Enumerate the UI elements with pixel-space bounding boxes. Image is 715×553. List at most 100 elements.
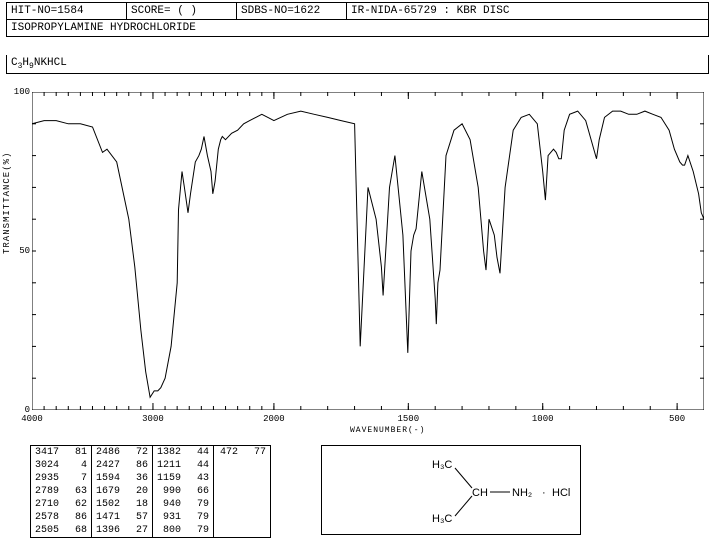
peak-column: 3417813024429357278963271062257886250568 xyxy=(31,446,92,537)
peak-cell: 1679 xyxy=(92,485,124,498)
x-tick: 4000 xyxy=(12,414,52,424)
x-axis-label: WAVENUMBER(-) xyxy=(350,426,425,435)
nh2: NH₂ xyxy=(512,487,532,499)
peak-cell: 990 xyxy=(153,485,185,498)
peak-cell: 44 xyxy=(185,459,213,472)
peak-cell: 1382 xyxy=(153,446,185,459)
table-row: 30244 xyxy=(31,459,91,472)
peak-column: 2486722427861594361679201502181471571396… xyxy=(92,446,153,537)
peak-cell: 472 xyxy=(214,446,242,459)
peak-cell: 43 xyxy=(185,472,213,485)
table-row: 93179 xyxy=(153,511,213,524)
method: IR-NIDA-65729 : KBR DISC xyxy=(347,3,708,19)
peak-cell: 7 xyxy=(63,472,91,485)
table-row: 139627 xyxy=(92,524,152,537)
peak-cell: 20 xyxy=(124,485,152,498)
structure-svg: H₃C H₃C CH NH₂ · HCl xyxy=(322,446,582,536)
table-row: 167920 xyxy=(92,485,152,498)
table-row: 80079 xyxy=(153,524,213,537)
peak-table: 3417813024429357278963271062257886250568… xyxy=(30,445,271,538)
peak-cell: 79 xyxy=(185,511,213,524)
peak-cell: 57 xyxy=(124,511,152,524)
peak-cell: 18 xyxy=(124,498,152,511)
peak-cell: 1211 xyxy=(153,459,185,472)
x-tick: 1000 xyxy=(523,414,563,424)
peak-cell: 79 xyxy=(185,498,213,511)
peak-cell: 77 xyxy=(242,446,270,459)
peak-cell: 2578 xyxy=(31,511,63,524)
table-row: 47277 xyxy=(214,446,270,459)
score: SCORE= ( ) xyxy=(127,3,237,19)
table-row: 147157 xyxy=(92,511,152,524)
table-row: 257886 xyxy=(31,511,91,524)
x-tick: 3000 xyxy=(133,414,173,424)
h3c-bot: H₃C xyxy=(432,513,452,525)
table-row: 121144 xyxy=(153,459,213,472)
peak-cell: 2935 xyxy=(31,472,63,485)
dot: · xyxy=(542,487,546,499)
table-row: 271062 xyxy=(31,498,91,511)
molecular-formula: C3H9NKHCL xyxy=(6,55,709,74)
peak-cell: 2427 xyxy=(92,459,124,472)
table-row: 138244 xyxy=(153,446,213,459)
table-row: 150218 xyxy=(92,498,152,511)
peak-cell: 79 xyxy=(185,524,213,537)
y-axis-label: TRANSMITTANCE(%) xyxy=(2,152,12,254)
table-row: 341781 xyxy=(31,446,91,459)
bond xyxy=(455,496,472,516)
hcl: HCl xyxy=(552,487,570,499)
plot-svg xyxy=(32,92,704,410)
peak-cell: 940 xyxy=(153,498,185,511)
peak-cell: 36 xyxy=(124,472,152,485)
peak-cell: 1502 xyxy=(92,498,124,511)
peak-cell: 68 xyxy=(63,524,91,537)
x-tick: 2000 xyxy=(254,414,294,424)
ch: CH xyxy=(472,487,488,499)
table-row: 94079 xyxy=(153,498,213,511)
table-row: 29357 xyxy=(31,472,91,485)
peak-cell: 931 xyxy=(153,511,185,524)
peak-cell: 62 xyxy=(63,498,91,511)
table-row: 250568 xyxy=(31,524,91,537)
table-row: 278963 xyxy=(31,485,91,498)
peak-cell: 1396 xyxy=(92,524,124,537)
sdbs-no: SDBS-NO=1622 xyxy=(237,3,347,19)
f-c: C xyxy=(11,57,18,69)
peak-cell: 81 xyxy=(63,446,91,459)
bond xyxy=(455,468,472,488)
peak-cell: 800 xyxy=(153,524,185,537)
peak-cell: 86 xyxy=(63,511,91,524)
hit-no: HIT-NO=1584 xyxy=(7,3,127,19)
peak-cell: 63 xyxy=(63,485,91,498)
peak-cell: 2789 xyxy=(31,485,63,498)
peak-cell: 2486 xyxy=(92,446,124,459)
table-row: 242786 xyxy=(92,459,152,472)
table-row: 159436 xyxy=(92,472,152,485)
peak-cell: 72 xyxy=(124,446,152,459)
table-row: 115943 xyxy=(153,472,213,485)
f-rest: NKHCL xyxy=(34,57,67,69)
peak-cell: 27 xyxy=(124,524,152,537)
y-tick: 50 xyxy=(0,246,30,256)
peak-cell: 2505 xyxy=(31,524,63,537)
peak-cell: 44 xyxy=(185,446,213,459)
chemical-structure: H₃C H₃C CH NH₂ · HCl xyxy=(321,445,581,535)
header-row: HIT-NO=1584 SCORE= ( ) SDBS-NO=1622 IR-N… xyxy=(6,2,709,20)
x-tick: 1500 xyxy=(388,414,428,424)
peak-cell: 1471 xyxy=(92,511,124,524)
peak-column: 47277 xyxy=(214,446,270,537)
peak-column: 13824412114411594399066940799317980079 xyxy=(153,446,214,537)
table-row: 248672 xyxy=(92,446,152,459)
peak-cell: 1159 xyxy=(153,472,185,485)
peak-cell: 1594 xyxy=(92,472,124,485)
table-row: 99066 xyxy=(153,485,213,498)
peak-cell: 4 xyxy=(63,459,91,472)
ir-spectrum-chart: TRANSMITTANCE(%) 050100 4000300020001500… xyxy=(0,74,715,434)
peak-cell: 3417 xyxy=(31,446,63,459)
y-tick: 100 xyxy=(0,87,30,97)
x-tick: 500 xyxy=(657,414,697,424)
compound-name: ISOPROPYLAMINE HYDROCHLORIDE xyxy=(6,20,709,37)
peak-cell: 66 xyxy=(185,485,213,498)
peak-cell: 86 xyxy=(124,459,152,472)
peak-cell: 2710 xyxy=(31,498,63,511)
